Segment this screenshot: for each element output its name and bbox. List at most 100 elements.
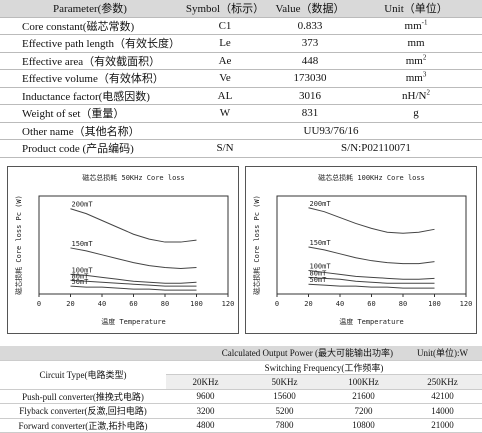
loss-curve — [308, 207, 435, 234]
symbol-cell: S/N — [180, 139, 270, 158]
header-cell: Value（数据） — [270, 0, 350, 18]
unit: nH/N — [402, 89, 427, 102]
curve-label: 50mT — [72, 278, 90, 286]
chart-frame — [7, 166, 239, 334]
symbol-cell: Ae — [180, 52, 270, 70]
curve-label: 200mT — [72, 201, 94, 209]
param-row: Other name（其他名称） UU93/76/16 — [0, 122, 482, 140]
circuit-type: Push-pull converter(推挽式电路) — [0, 389, 166, 404]
y-axis-label: 磁芯损耗 Core loss Pc (W) — [14, 195, 23, 295]
chart: 磁芯总损耗 100KHz Core loss 磁芯损耗 Core loss Pc … — [245, 166, 477, 334]
loss-curve — [70, 285, 197, 291]
param-row: Core constant(磁芯常数) C1 0.833 mm-1 — [0, 17, 482, 35]
x-tick-label: 120 — [222, 300, 235, 308]
circuit-type: Flyback converter(反激,回扫电路) — [0, 403, 166, 419]
param-row: Weight of set（重量） W 831 g — [0, 104, 482, 123]
power-value: 42100 — [403, 389, 482, 404]
frequency-row: 20KHz 50KHz 100KHz 250KHz — [0, 374, 482, 390]
value-cell: UU93/76/16 — [180, 122, 482, 140]
x-tick-label: 40 — [336, 300, 344, 308]
unit-exponent: 2 — [426, 88, 430, 97]
unit-cell: g — [350, 104, 482, 123]
y-axis-label: 磁芯损耗 Core loss Pc (W) — [252, 195, 261, 295]
table-title: Calculated Output Power (最大可能输出功率) — [0, 346, 403, 361]
power-value: 21000 — [403, 418, 482, 433]
header-row: Circuit Type(电路类型) Switching Frequency(工作… — [0, 360, 482, 390]
loss-curve — [308, 283, 435, 289]
value-cell: 373 — [270, 34, 350, 53]
symbol-cell: Le — [180, 34, 270, 53]
power-row: Push-pull converter(推挽式电路) 9600 15600 21600… — [0, 389, 482, 404]
x-tick-label: 60 — [367, 300, 375, 308]
power-row: Forward converter(正激,拓扑电路) 4800 7800 10800 2… — [0, 418, 482, 433]
loss-curve — [308, 269, 435, 280]
x-axis-label: 温度 Temperature — [339, 317, 404, 326]
x-tick-label: 20 — [66, 300, 74, 308]
unit-cell: mm-1 — [350, 17, 482, 35]
parameters-table: Parameter(参数) Symbol（标示） Value（数据） Unit（单位）… — [0, 0, 482, 158]
parameter-cell: Core constant(磁芯常数) — [0, 17, 180, 35]
unit: mm — [407, 37, 425, 50]
power-value: 7200 — [324, 403, 403, 419]
x-tick-label: 80 — [399, 300, 407, 308]
curve-label: 50mT — [310, 276, 328, 284]
unit: g — [413, 107, 419, 120]
circuit-header: Circuit Type(电路类型) — [0, 360, 166, 390]
value-cell: S/N:P02110071 — [270, 139, 482, 158]
loss-curve — [70, 247, 197, 270]
x-tick-label: 120 — [460, 300, 473, 308]
unit-cell: nH/N2 — [350, 87, 482, 105]
param-row: Effective path length（有效长度） Le 373 mm — [0, 34, 482, 53]
chart-title: 磁芯总损耗 100KHz Core loss — [318, 173, 425, 182]
x-tick-label: 0 — [37, 300, 41, 308]
unit-exponent: -1 — [421, 18, 428, 27]
header-row: Parameter(参数) Symbol（标示） Value（数据） Unit（单位） — [0, 0, 482, 18]
curve-label: 200mT — [310, 200, 332, 208]
parameter-cell: Effective path length（有效长度） — [0, 34, 180, 53]
parameter-cell: Product code (产品编码) — [0, 139, 180, 158]
x-tick-label: 20 — [304, 300, 312, 308]
curve-label: 80mT — [310, 269, 328, 277]
param-row: Product code (产品编码) S/N S/N:P02110071 — [0, 139, 482, 158]
symbol-cell: C1 — [180, 17, 270, 35]
frequency: 20KHz — [166, 374, 245, 390]
header-cell: Unit（单位） — [350, 0, 482, 18]
loss-curve — [70, 208, 197, 243]
power-table: Calculated Output Power (最大可能输出功率) Unit(单… — [0, 346, 482, 433]
loss-curve — [70, 279, 197, 287]
curve-label: 150mT — [310, 239, 332, 247]
curve-label: 150mT — [72, 240, 94, 248]
parameter-cell: Inductance factor(电感因数) — [0, 87, 180, 105]
curve-label: 100mT — [310, 262, 332, 270]
power-value: 9600 — [166, 389, 245, 404]
power-value: 3200 — [166, 403, 245, 419]
unit-cell: mm — [350, 34, 482, 53]
chart-frame — [245, 166, 477, 334]
power-value: 21600 — [324, 389, 403, 404]
parameter-cell: Effective area（有效截面积） — [0, 52, 180, 70]
loss-curve — [70, 273, 197, 284]
param-row: Effective area（有效截面积） Ae 448 mm2 — [0, 52, 482, 70]
value-cell: 831 — [270, 104, 350, 123]
param-row: Effective volume（有效体积） Ve 173030 mm3 — [0, 69, 482, 88]
value-cell: 3016 — [270, 87, 350, 105]
x-axis-label: 温度 Temperature — [101, 317, 166, 326]
unit: mm — [405, 72, 423, 85]
power-value: 4800 — [166, 418, 245, 433]
parameter-cell: Other name（其他名称） — [0, 122, 180, 140]
x-tick-label: 60 — [129, 300, 137, 308]
unit: mm — [404, 19, 422, 32]
x-tick-label: 100 — [428, 300, 441, 308]
unit-exponent: 2 — [422, 53, 427, 62]
curve-label: 80mT — [72, 272, 90, 280]
unit-exponent: 3 — [422, 70, 427, 79]
parameter-cell: Weight of set（重量） — [0, 104, 180, 123]
symbol-cell: W — [180, 104, 270, 123]
unit-cell: mm3 — [350, 69, 482, 88]
power-value: 14000 — [403, 403, 482, 419]
power-value: 5200 — [245, 403, 324, 419]
unit: mm — [405, 54, 423, 67]
chart: 磁芯总损耗 50KHz Core loss 磁芯损耗 Core loss Pc (… — [7, 166, 239, 334]
value-cell: 173030 — [270, 69, 350, 88]
frequency-header: Switching Frequency(工作频率) — [166, 360, 482, 375]
